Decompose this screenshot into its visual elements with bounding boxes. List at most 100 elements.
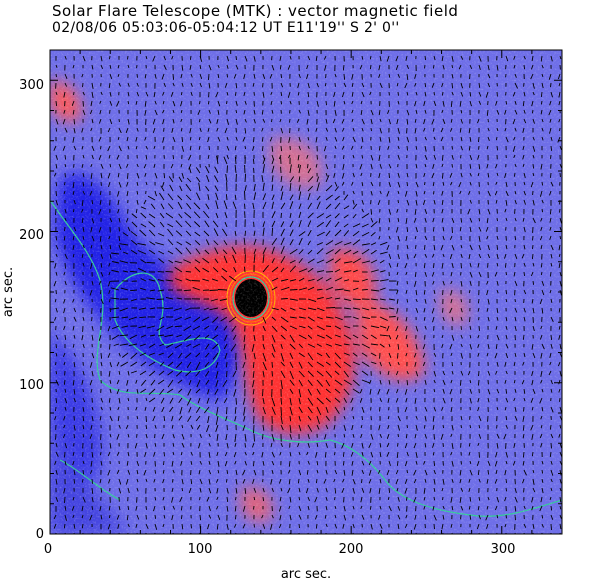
field-vector [170,163,174,169]
field-vector [539,505,543,512]
field-vector [523,55,526,60]
field-vector [343,82,347,88]
field-vector [271,145,274,152]
field-vector [388,316,396,318]
field-vector [370,190,373,196]
field-vector [334,397,341,403]
field-vector [163,505,166,511]
field-vector [100,244,103,250]
field-vector [541,460,544,465]
field-vector [82,226,85,233]
field-vector [424,55,427,61]
field-vector [370,289,380,292]
field-vector [136,388,139,394]
field-vector [431,253,435,258]
field-vector [289,239,294,246]
field-vector [167,352,174,359]
field-vector [148,213,156,219]
field-vector [441,154,444,161]
field-vector [235,82,238,89]
field-vector [422,199,426,205]
field-vector [225,433,228,441]
field-vector [193,211,201,219]
field-vector [477,352,480,357]
field-vector [523,397,526,402]
field-vector [397,361,400,366]
field-vector [244,266,246,273]
field-vector [359,397,363,403]
field-vector [505,478,507,483]
field-vector [361,127,364,132]
field-vector [432,424,435,430]
field-vector [158,370,165,376]
field-vector [424,433,427,439]
field-vector [442,181,445,186]
field-vector [81,145,84,150]
field-vector [334,186,339,192]
field-vector [325,523,328,527]
field-vector [235,64,239,70]
field-vector [316,415,320,425]
field-vector [397,217,400,222]
field-vector [558,307,561,313]
field-vector [333,172,336,178]
field-vector [139,307,147,310]
field-vector [414,514,417,520]
field-vector [217,73,220,79]
field-vector [271,361,273,368]
field-vector [415,298,418,303]
field-vector [225,194,228,201]
field-vector [262,157,266,165]
field-vector [107,127,111,133]
field-vector [406,343,409,348]
field-vector [494,478,498,484]
field-vector [109,442,112,449]
field-vector [559,163,562,168]
field-vector [214,166,219,174]
field-vector [235,100,238,106]
field-vector [541,199,544,204]
field-vector [194,266,201,273]
field-vector [361,514,365,520]
field-vector [414,235,417,240]
field-vector [288,505,291,509]
field-vector [234,91,237,96]
field-vector [424,163,427,168]
field-vector [212,267,219,273]
field-vector [406,370,409,375]
field-vector [252,361,255,368]
field-vector [433,388,436,393]
field-vector [378,172,381,179]
field-vector [278,478,282,484]
field-vector [64,226,66,232]
field-vector [478,325,480,331]
field-vector [397,172,400,178]
field-vector [468,505,471,510]
field-vector [244,185,247,192]
field-vector [204,361,210,368]
field-vector [532,235,534,241]
field-vector [514,505,517,512]
field-vector [306,451,309,456]
field-vector [153,91,156,98]
field-vector [548,73,552,80]
field-vector [316,82,319,88]
field-vector [204,334,210,339]
field-vector [334,487,337,494]
field-vector [233,388,237,397]
field-vector [531,406,534,411]
field-vector [297,154,300,161]
field-vector [118,424,121,429]
field-vector [541,478,544,483]
field-vector [100,145,102,150]
field-vector [378,73,381,78]
field-vector [370,127,372,132]
field-vector [163,172,166,179]
field-vector [379,523,383,529]
field-vector [495,370,498,375]
field-vector [53,172,57,177]
field-vector [486,280,489,285]
field-vector [192,286,201,291]
field-vector [540,163,543,170]
field-vector [451,163,453,168]
